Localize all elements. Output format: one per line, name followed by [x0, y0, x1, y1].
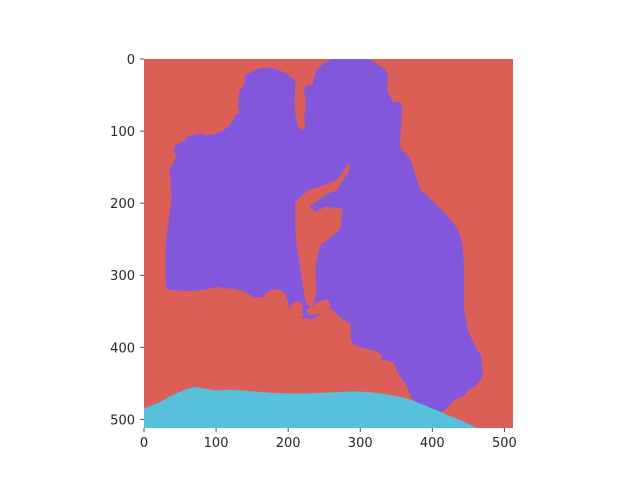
y-axis: 0 100 200 300 400 500	[110, 53, 144, 428]
mask-hole-background	[312, 324, 329, 333]
x-tick-label: 100	[204, 436, 229, 451]
x-axis: 0 100 200 300 400 500	[140, 428, 517, 451]
x-tick-label: 200	[276, 436, 301, 451]
mask-region-table	[144, 386, 477, 428]
mask-hole-background	[290, 301, 303, 315]
mask-hole-background	[306, 299, 330, 315]
plot-area	[144, 59, 513, 428]
mask-hole-background	[216, 308, 279, 364]
y-tick-label: 500	[110, 413, 135, 428]
mask-region-people	[165, 59, 483, 418]
x-tick-label: 500	[492, 436, 517, 451]
mask-hole-background	[250, 361, 280, 385]
y-tick-label: 300	[110, 269, 135, 284]
x-tick-label: 0	[140, 436, 148, 451]
x-tick-label: 300	[348, 436, 373, 451]
y-tick-label: 100	[110, 125, 135, 140]
x-tick-label: 400	[420, 436, 445, 451]
mask-hole-background	[296, 318, 313, 326]
y-tick-label: 0	[127, 53, 135, 68]
y-tick-label: 200	[110, 197, 135, 212]
y-tick-label: 400	[110, 341, 135, 356]
